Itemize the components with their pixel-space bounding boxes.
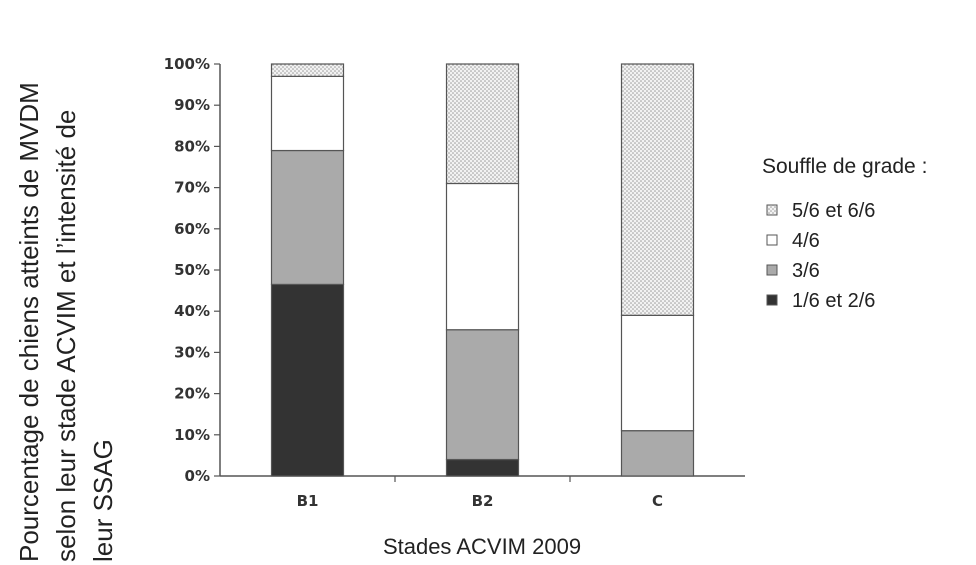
legend-swatch: [766, 204, 778, 216]
y-tick-label: 20%: [174, 385, 210, 403]
legend-item-label: 4/6: [792, 230, 820, 252]
y-tick-label: 30%: [174, 343, 210, 361]
legend-title: Souffle de grade :: [762, 155, 927, 178]
y-tick-label: 90%: [174, 96, 210, 114]
bar-segment-b2-4-6: [445, 182, 520, 331]
y-tick-labels: 0% 10% 20% 30% 40% 50% 60% 70% 80% 90% 100%: [164, 55, 220, 485]
bar-segment-b2-1-6-et-2-6: [445, 458, 520, 477]
legend-swatch: [766, 234, 778, 246]
legend-swatch: [766, 264, 778, 276]
x-category-label: C: [652, 492, 663, 510]
y-axis-title-line-1: Pourcentage de chiens atteints de MVDM: [14, 82, 44, 562]
bar-segment-b2-5-6-et-6-6: [445, 63, 520, 185]
legend-item-label: 3/6: [792, 260, 820, 282]
legend-swatch: [766, 294, 778, 306]
bar-segment-c-3-6: [620, 430, 695, 477]
y-tick-label: 40%: [174, 302, 210, 320]
x-category-label: B1: [297, 492, 319, 510]
y-axis-title-line-2: selon leur stade ACVIM et l’intensité de: [51, 110, 81, 562]
bar-segment-b1-3-6: [270, 149, 345, 286]
legend-item-label: 5/6 et 6/6: [792, 200, 875, 222]
y-tick-label: 50%: [174, 261, 210, 279]
bars: [270, 63, 695, 477]
bar-segment-c-5-6-et-6-6: [620, 63, 695, 316]
x-category-label: B2: [472, 492, 494, 510]
bar-segment-b2-3-6: [445, 329, 520, 461]
y-axis-title-line-3: leur SSAG: [88, 439, 118, 562]
y-tick-label: 70%: [174, 179, 210, 197]
x-axis-title: Stades ACVIM 2009: [383, 534, 581, 559]
x-category-labels: B1 B2 C: [297, 476, 663, 510]
bar-segment-c-4-6: [620, 314, 695, 432]
bar-segment-b1-1-6-et-2-6: [270, 283, 345, 477]
y-tick-label: 0%: [185, 467, 210, 485]
bar-segment-b1-5-6-et-6-6: [270, 63, 345, 77]
y-tick-label: 80%: [174, 137, 210, 155]
bar-segment-b1-4-6: [270, 75, 345, 152]
legend: Souffle de grade : 5/6 et 6/6 4/6 3/6 1/6 e…: [762, 155, 927, 312]
y-tick-label: 100%: [164, 55, 210, 73]
legend-item-label: 1/6 et 2/6: [792, 290, 875, 312]
y-tick-label: 60%: [174, 220, 210, 238]
y-tick-label: 10%: [174, 426, 210, 444]
y-axis-title: Pourcentage de chiens atteints de MVDM se…: [14, 82, 118, 562]
